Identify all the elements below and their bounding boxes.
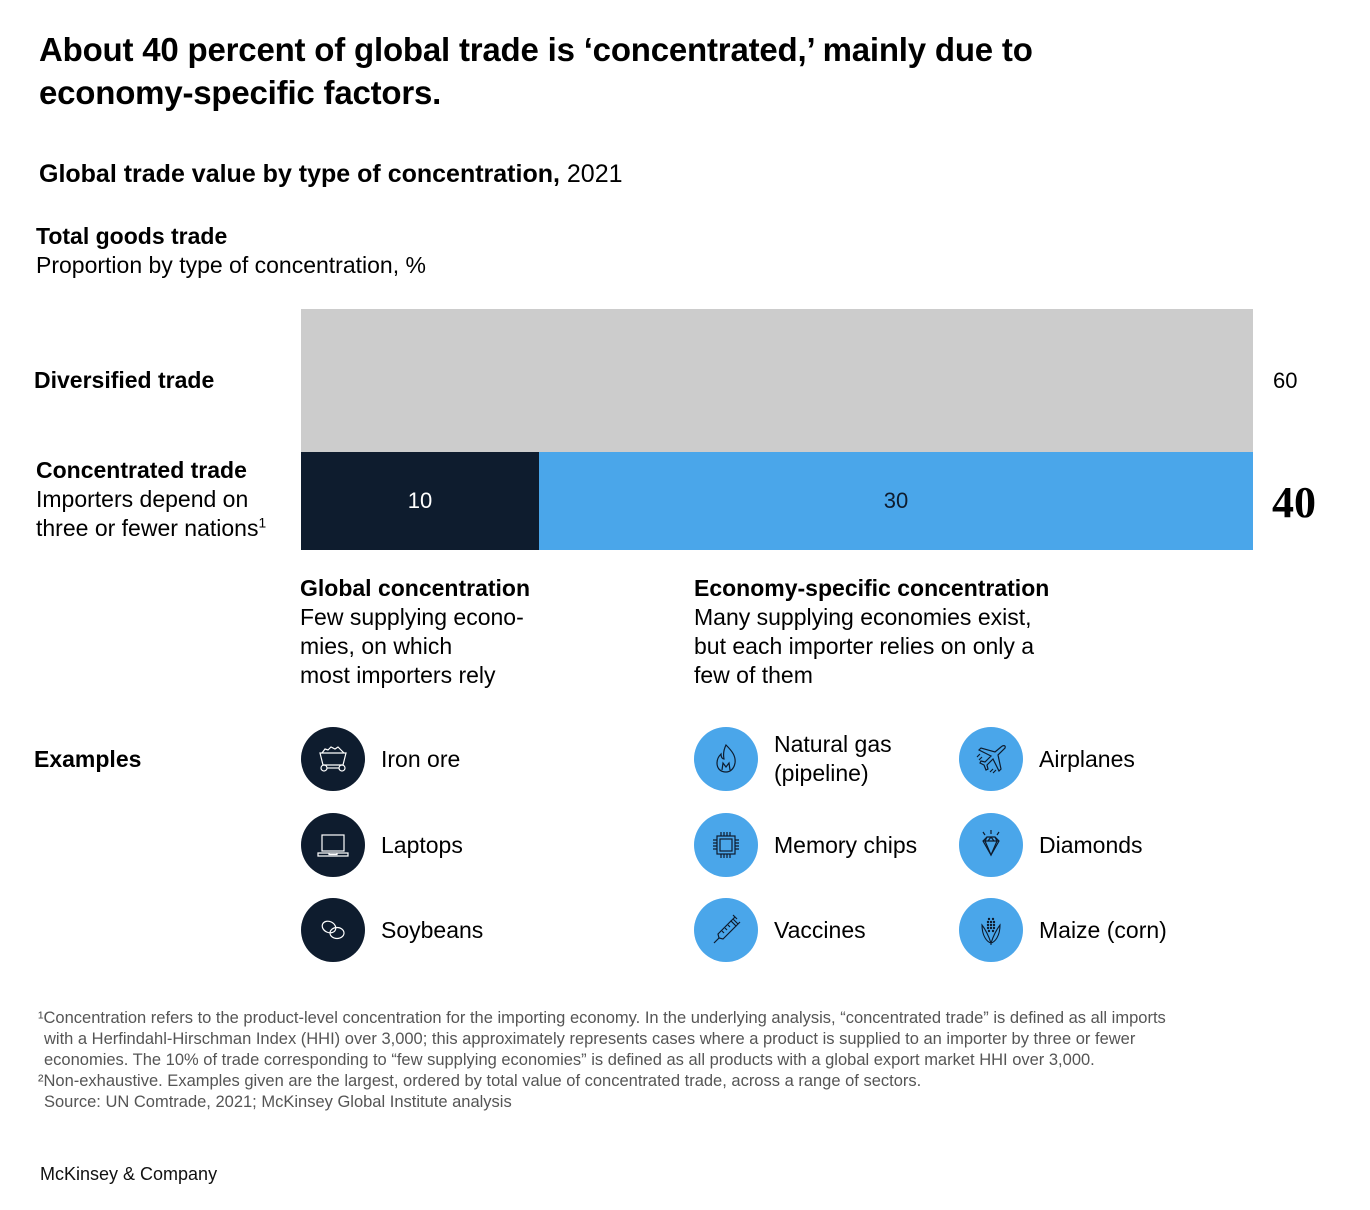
example-label: Vaccines [774, 916, 866, 943]
chart-title: About 40 percent of global trade is ‘con… [39, 31, 1033, 111]
bar-diversified [301, 309, 1253, 452]
bar-economy-specific-concentration [539, 452, 1253, 550]
footnote-1: ¹Concentration refers to the product-lev… [38, 1009, 1166, 1027]
concentrated-desc-text: three or fewer nations [36, 515, 259, 541]
footnote-1-cont: with a Herfindahl-Hirschman Index (HHI) … [44, 1030, 1136, 1048]
section-heading: Total goods trade [36, 223, 228, 249]
example-label: Iron ore [381, 745, 461, 772]
brand-logo: McKinsey & Company [40, 1164, 218, 1184]
example-label: Natural gas (pipeline) [774, 730, 892, 788]
bar-global-concentration [301, 452, 539, 550]
global-line: most importers rely [300, 662, 496, 688]
example-label: Soybeans [381, 916, 484, 943]
total-label-concentrated: 40 [1272, 478, 1316, 527]
airplane-icon [959, 727, 1023, 791]
footnote-2: ²Non-exhaustive. Examples given are the … [38, 1072, 922, 1090]
example-laptops: Laptops [301, 813, 463, 877]
economy-concentration-description: Economy-specific concentration Many supp… [694, 574, 1049, 690]
example-label: Airplanes [1039, 745, 1135, 772]
subtitle-main: Global trade value by type of concentrat… [39, 160, 560, 188]
section-subheading: Proportion by type of concentration, % [36, 252, 426, 278]
examples-label-text: Examples [34, 746, 142, 772]
economy-line: Many supplying economies exist, [694, 604, 1032, 630]
concentrated-desc-line1: Importers depend on [36, 486, 249, 512]
chip-icon [694, 813, 758, 877]
economy-line: few of them [694, 662, 813, 688]
concentrated-label: Concentrated trade [36, 457, 247, 483]
global-line: mies, on which [300, 633, 453, 659]
total-label-diversified: 60 [1273, 368, 1298, 393]
example-label: Laptops [381, 831, 463, 858]
example-label-line2: (pipeline) [774, 760, 869, 786]
subtitle-year: 2021 [566, 160, 623, 188]
source-note: Source: UN Comtrade, 2021; McKinsey Glob… [44, 1093, 512, 1111]
footnote-1-cont: economies. The 10% of trade correspondin… [44, 1051, 1095, 1069]
economy-heading: Economy-specific concentration [694, 575, 1050, 601]
corn-icon [959, 898, 1023, 962]
example-label: Memory chips [774, 831, 918, 858]
syringe-icon [694, 898, 758, 962]
example-label: Diamonds [1039, 831, 1143, 858]
example-vaccines: Vaccines [694, 898, 866, 962]
row-label-diversified: Diversified trade [34, 366, 214, 395]
footnote-ref-1: 1 [258, 515, 267, 531]
example-diamonds: Diamonds [959, 813, 1143, 877]
footnotes: ¹Concentration refers to the product-lev… [38, 1008, 1328, 1113]
example-memory-chips: Memory chips [694, 813, 917, 877]
global-heading: Global concentration [300, 575, 531, 601]
soybeans-icon [301, 898, 365, 962]
economy-line: but each importer relies on only a [694, 633, 1035, 659]
bar-label-economy: 30 [883, 488, 909, 513]
stacked-bar-chart: 10 30 [301, 309, 1253, 550]
row-label-concentrated: Concentrated trade Importers depend on t… [36, 456, 266, 543]
section-header: Total goods trade Proportion by type of … [36, 222, 426, 280]
concentrated-desc-line2: three or fewer nations1 [36, 514, 266, 543]
example-natural-gas: Natural gas (pipeline) [694, 727, 892, 791]
example-label: Maize (corn) [1039, 916, 1167, 943]
mine-cart-icon [301, 727, 365, 791]
laptop-icon [301, 813, 365, 877]
flame-icon [694, 727, 758, 791]
global-line: Few supplying econo- [300, 604, 524, 630]
examples-label: Examples [34, 745, 141, 774]
example-maize: Maize (corn) [959, 898, 1167, 962]
example-label-line1: Natural gas [774, 731, 892, 757]
example-iron-ore: Iron ore [301, 727, 460, 791]
example-soybeans: Soybeans [301, 898, 483, 962]
diamond-icon [959, 813, 1023, 877]
global-concentration-description: Global concentration Few supplying econo… [300, 574, 530, 690]
diversified-label: Diversified trade [34, 367, 215, 393]
example-airplanes: Airplanes [959, 727, 1135, 791]
chart-subtitle: Global trade value by type of concentrat… [39, 158, 623, 190]
bar-label-global: 10 [407, 488, 433, 513]
